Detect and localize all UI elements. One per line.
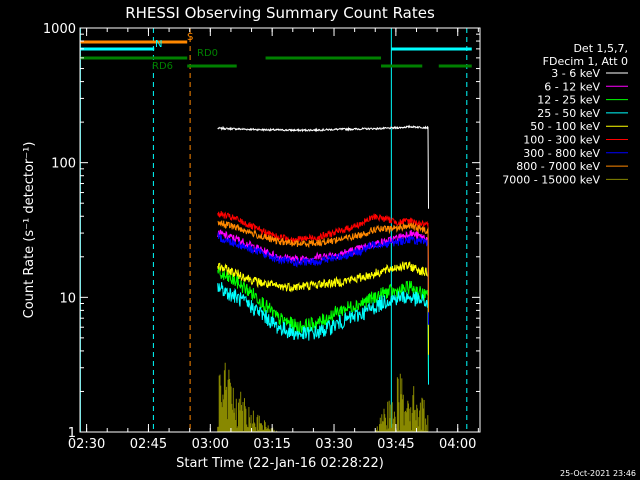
- y-tick-label-0: 1: [68, 426, 76, 441]
- axes-group: 02:30 02:45 03:00 03:15 03:30 03:45 04:00 1 10 10…: [43, 22, 481, 452]
- series-line-2: [217, 266, 429, 379]
- x-tick-label-6: 04:00: [439, 437, 476, 452]
- x-tick-label-4: 03:30: [315, 437, 352, 452]
- series-line-5: [217, 210, 429, 307]
- flag-label-rd6: RD6: [152, 61, 173, 72]
- x-tick-label-1: 02:45: [130, 437, 167, 452]
- series-line-6: [217, 231, 429, 325]
- legend-header-1: FDecim 1, Att 0: [543, 55, 628, 68]
- y-tick-label-1: 10: [59, 291, 76, 306]
- legend-label-7: 800 - 7000 keV: [516, 160, 600, 173]
- series-line-8: [217, 362, 429, 432]
- footer-timestamp: 25-Oct-2021 23:46: [560, 469, 636, 478]
- flag-label-rd0: RD0: [197, 48, 218, 59]
- legend-label-1: 6 - 12 keV: [544, 80, 600, 93]
- legend-label-0: 3 - 6 keV: [551, 67, 600, 80]
- legend-label-4: 50 - 100 keV: [530, 120, 600, 133]
- flag-bars-group: S N RD0 RD6: [80, 32, 472, 72]
- legend-label-6: 300 - 800 keV: [523, 147, 600, 160]
- plot-frame: [79, 27, 481, 433]
- series-line-3: [217, 282, 429, 385]
- series-line-0: [217, 124, 429, 209]
- x-tick-label-5: 03:45: [377, 437, 414, 452]
- flag-label-n: N: [155, 39, 162, 50]
- legend-label-3: 25 - 50 keV: [537, 107, 600, 120]
- series-line-1: [217, 229, 429, 321]
- legend-label-2: 12 - 25 keV: [537, 94, 600, 107]
- x-tick-label-3: 03:15: [253, 437, 290, 452]
- y-tick-label-3: 1000: [43, 22, 76, 37]
- flag-label-s: S: [187, 32, 193, 43]
- series-line-7: [217, 220, 429, 313]
- legend-label-8: 7000 - 15000 keV: [502, 173, 600, 186]
- series-line-4: [217, 261, 429, 355]
- legend-header-0: Det 1,5,7,: [573, 42, 628, 55]
- y-tick-label-2: 100: [51, 157, 76, 172]
- legend-label-5: 100 - 300 keV: [523, 134, 600, 147]
- x-axis-label: Start Time (22-Jan-16 02:28:22): [176, 456, 384, 471]
- chart-title: RHESSI Observing Summary Count Rates: [125, 4, 435, 22]
- x-tick-label-0: 02:30: [68, 437, 105, 452]
- y-axis-label: Count Rate (s⁻¹ detector⁻¹): [22, 142, 37, 319]
- x-tick-label-2: 03:00: [192, 437, 229, 452]
- series-group: [217, 124, 429, 432]
